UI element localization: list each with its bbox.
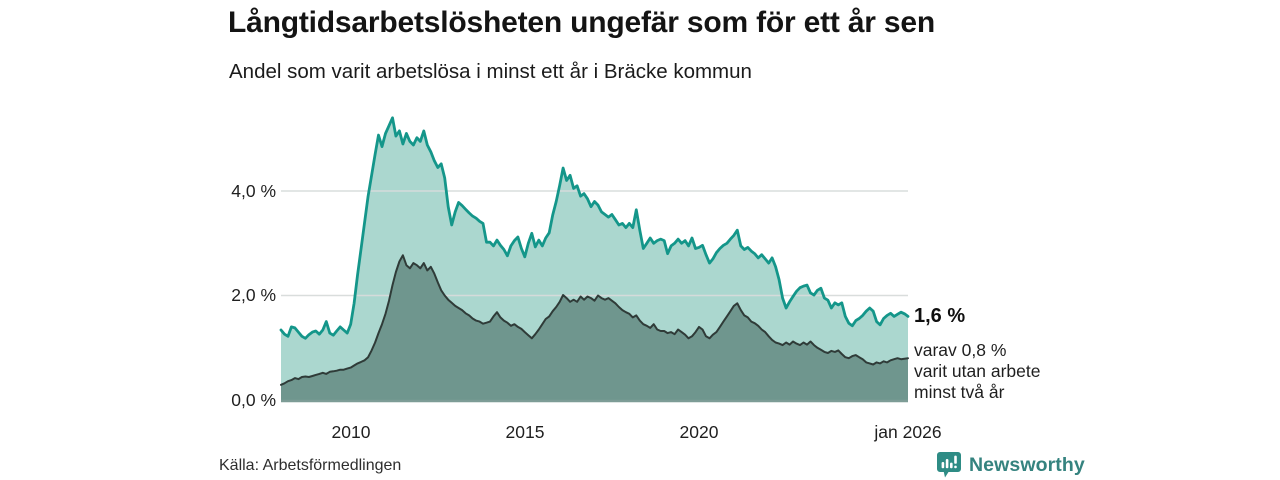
x-axis-tick-jan-2026: jan 2026 <box>874 422 942 442</box>
newsworthy-icon <box>937 452 961 478</box>
page-title: Långtidsarbetslösheten ungefär som för e… <box>228 6 936 39</box>
newsworthy-logo: Newsworthy <box>936 451 1085 479</box>
x-axis-tick-2010: 2010 <box>331 422 371 442</box>
x-axis-tick-2020: 2020 <box>679 422 719 442</box>
source-note: Källa: Arbetsförmedlingen <box>219 457 402 474</box>
latest-value-detail-line: varit utan arbete <box>914 361 1041 381</box>
latest-value-detail-line: varav 0,8 % <box>914 340 1007 360</box>
newsworthy-wordmark: Newsworthy <box>969 453 1085 476</box>
x-axis-tick-2015: 2015 <box>505 422 545 442</box>
y-axis-tick-2: 2,0 % <box>231 285 276 305</box>
y-axis-tick-0: 0,0 % <box>231 390 276 410</box>
latest-value-detail: varav 0,8 % varit utan arbete minst två … <box>914 340 1040 403</box>
latest-value-label: 1,6 % <box>914 305 966 327</box>
latest-value-detail-line: minst två år <box>914 382 1005 402</box>
y-axis-tick-4: 4,0 % <box>231 181 276 201</box>
page-subtitle: Andel som varit arbetslösa i minst ett å… <box>229 60 752 83</box>
